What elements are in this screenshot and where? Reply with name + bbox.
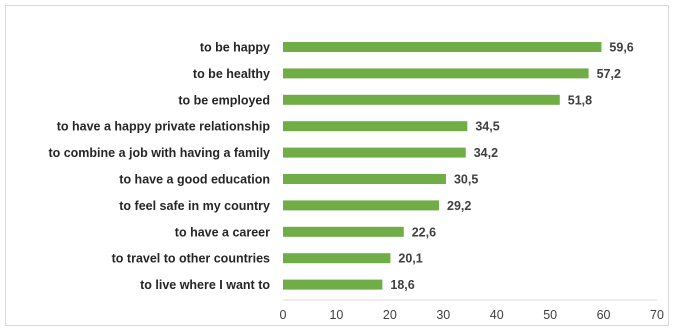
value-labels: 59,6 57,2 51,8 34,5 34,2 30,5 29,2 22,6 20,1 18,6 — [390, 41, 633, 293]
bar — [283, 147, 466, 158]
data-label: 30,5 — [454, 173, 478, 187]
x-tick-label: 60 — [597, 308, 611, 322]
bar — [283, 94, 560, 105]
data-label: 51,8 — [568, 93, 592, 107]
x-tick-label: 20 — [383, 308, 397, 322]
category-label: to travel to other countries — [112, 252, 270, 266]
data-label: 34,2 — [474, 146, 498, 160]
data-label: 18,6 — [390, 278, 414, 292]
category-label: to be employed — [178, 93, 270, 107]
bar — [283, 68, 589, 79]
bars — [283, 42, 602, 290]
category-label: to be happy — [200, 41, 270, 55]
category-label: to have a good education — [119, 173, 270, 187]
category-label: to be healthy — [193, 67, 270, 81]
category-labels: to be happy to be healthy to be employed to… — [48, 41, 270, 293]
data-label: 59,6 — [609, 41, 633, 55]
category-label: to feel safe in my country — [119, 199, 270, 213]
data-label: 29,2 — [447, 199, 471, 213]
category-label: to combine a job with having a family — [48, 146, 270, 160]
x-tick-label: 70 — [650, 308, 664, 322]
x-tick-label: 30 — [436, 308, 450, 322]
bar — [283, 226, 404, 237]
bar — [283, 42, 602, 52]
x-tick-label: 50 — [543, 308, 557, 322]
category-label: to have a happy private relationship — [57, 120, 271, 134]
bar — [283, 279, 383, 290]
data-label: 57,2 — [597, 67, 621, 81]
chart-frame: to be happy to be healthy to be employed to… — [5, 5, 669, 326]
x-tick-label: 0 — [280, 308, 287, 322]
x-axis-tick-labels: 0 10 20 30 40 50 60 70 — [280, 308, 664, 322]
data-label: 20,1 — [398, 252, 422, 266]
category-label: to have a career — [175, 225, 270, 239]
x-tick-label: 10 — [329, 308, 343, 322]
bar — [283, 121, 468, 132]
category-label: to live where I want to — [140, 278, 270, 292]
bar-chart: to be happy to be healthy to be employed to… — [48, 41, 664, 323]
bar — [283, 174, 446, 184]
x-tick-label: 40 — [490, 308, 504, 322]
bar — [283, 253, 391, 264]
bar — [283, 200, 440, 211]
data-label: 34,5 — [475, 120, 499, 134]
data-label: 22,6 — [412, 225, 436, 239]
